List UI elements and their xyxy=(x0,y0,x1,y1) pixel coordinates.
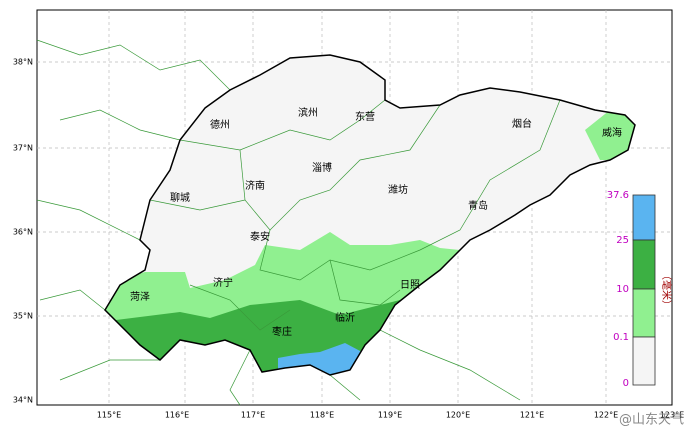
longitude-label: 121°E xyxy=(520,411,544,420)
longitude-label: 117°E xyxy=(241,411,265,420)
watermark: @山东天气 xyxy=(619,412,684,428)
city-label: 日照 xyxy=(400,279,420,291)
latitude-label: 34°N xyxy=(13,396,33,405)
legend-bar xyxy=(632,194,656,386)
latitude-label: 37°N xyxy=(13,144,33,153)
city-label: 泰安 xyxy=(250,230,270,243)
city-label: 德州 xyxy=(210,118,230,131)
latitude-label: 36°N xyxy=(13,228,33,237)
legend-level: 37.6 xyxy=(607,190,629,201)
legend-level: 0.1 xyxy=(613,332,629,343)
city-label: 济南 xyxy=(245,179,265,192)
city-label: 青岛 xyxy=(468,199,488,212)
city-label: 威海 xyxy=(602,126,622,139)
labels: 38°N 37°N 36°N 35°N 34°N 115°E 116°E 117°E 118°E… xyxy=(13,58,684,428)
longitude-label: 118°E xyxy=(310,411,334,420)
city-label: 淄博 xyxy=(312,161,332,174)
province-border xyxy=(104,54,636,376)
latitude-label: 38°N xyxy=(13,58,33,67)
city-label: 烟台 xyxy=(512,117,532,130)
city-label: 枣庄 xyxy=(272,325,292,338)
legend-unit: （毫米） xyxy=(660,270,673,310)
longitude-label: 120°E xyxy=(446,411,470,420)
neighbor-borders xyxy=(36,39,521,406)
city-label: 菏泽 xyxy=(130,291,150,303)
city-label: 济宁 xyxy=(213,276,233,289)
latitude-label: 35°N xyxy=(13,312,33,321)
longitude-label: 122°E xyxy=(594,411,618,420)
city-label: 潍坊 xyxy=(388,183,408,196)
legend-level: 0 xyxy=(623,378,629,389)
city-borders xyxy=(149,99,561,331)
legend-level: 25 xyxy=(616,235,629,246)
city-label: 聊城 xyxy=(170,191,190,204)
longitude-label: 116°E xyxy=(165,411,189,420)
city-label: 东营 xyxy=(355,110,375,123)
city-label: 临沂 xyxy=(335,311,355,324)
longitude-label: 123°E xyxy=(660,411,684,420)
legend-level: 10 xyxy=(616,284,629,295)
longitude-label: 115°E xyxy=(97,411,121,420)
city-label: 滨州 xyxy=(298,106,318,119)
longitude-label: 119°E xyxy=(378,411,402,420)
